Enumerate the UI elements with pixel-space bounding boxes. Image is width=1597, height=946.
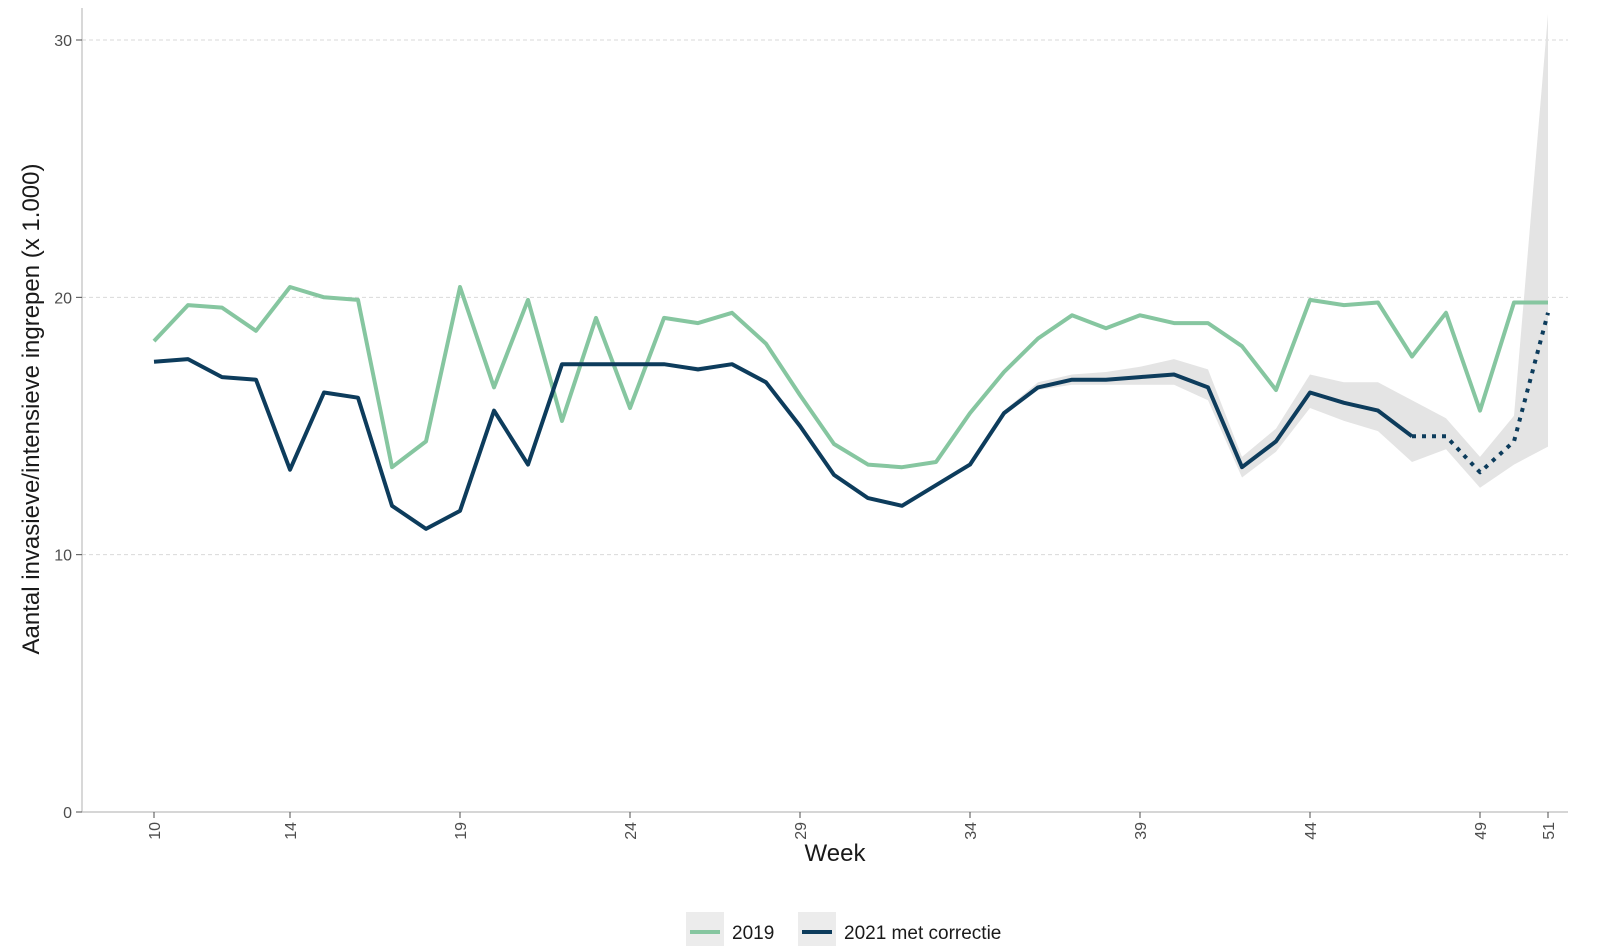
x-tick-label-19: 19: [453, 822, 470, 840]
series-line-dotted-1: [1412, 312, 1550, 475]
series-line-0: [152, 285, 1548, 470]
y-tick-label-0: 0: [63, 805, 72, 822]
y-tick-label-10: 10: [54, 548, 72, 565]
legend: 2019 2021 met correctie: [686, 912, 1001, 946]
x-tick-label-39: 39: [1133, 822, 1150, 840]
legend-key-bg-1: [798, 912, 836, 946]
x-tick-label-14: 14: [283, 822, 300, 840]
y-tick-label-20: 20: [54, 290, 72, 307]
x-tick-label-24: 24: [623, 822, 640, 840]
legend-label-1: 2021 met correctie: [844, 923, 1001, 944]
series-line-1: [153, 357, 1414, 531]
x-tick-label-51: 51: [1541, 822, 1558, 840]
y-tick-label-30: 30: [54, 33, 72, 50]
x-tick-label-34: 34: [963, 822, 980, 840]
series-lines: [152, 285, 1550, 531]
legend-key-bg-0: [686, 912, 724, 946]
x-tick-label-49: 49: [1473, 822, 1490, 840]
confidence-band: [154, 14, 1548, 529]
legend-label-0: 2019: [732, 923, 774, 944]
axes: [76, 8, 1568, 818]
tick-labels: 0 10 20 30 10 14 19 24 29 34 39 44 49 51: [54, 33, 1558, 840]
band-series-1: [154, 14, 1548, 529]
x-axis-title: Week: [805, 840, 867, 867]
x-tick-label-44: 44: [1303, 822, 1320, 840]
grid-lines: [82, 39, 1568, 556]
x-tick-label-29: 29: [793, 822, 810, 840]
y-axis-title: Aantal invasieve/intensieve ingrepen (x …: [18, 164, 45, 655]
x-tick-label-10: 10: [147, 822, 164, 840]
